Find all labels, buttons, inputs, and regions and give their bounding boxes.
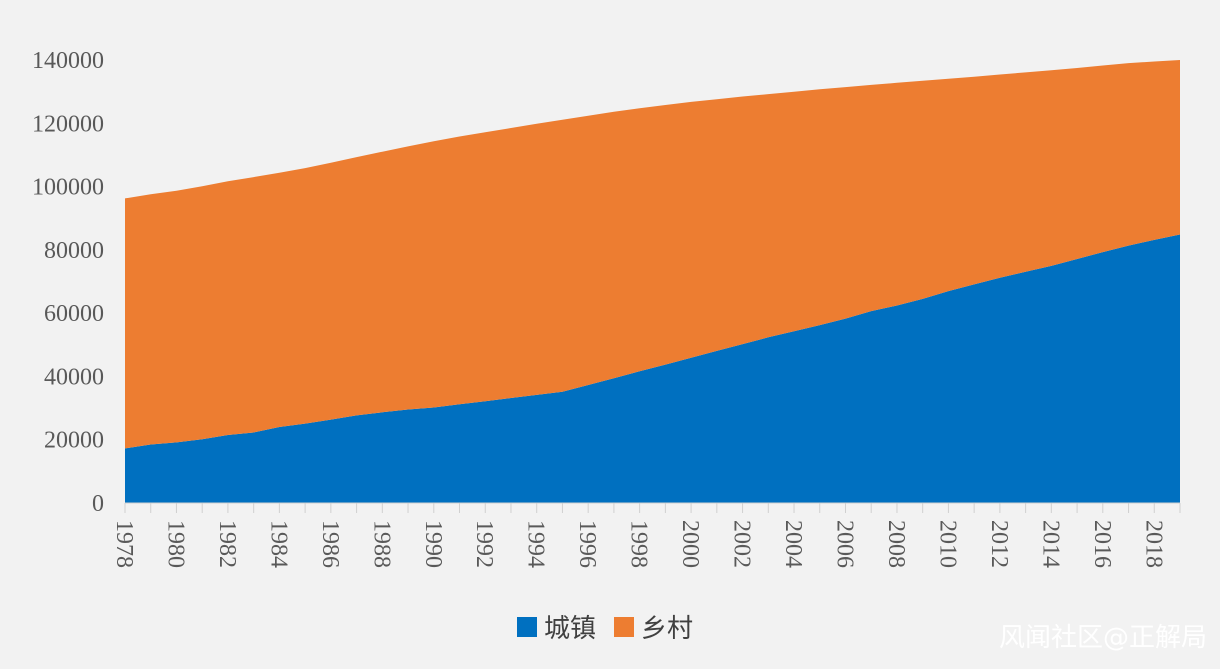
x-tick-label: 1978 bbox=[111, 520, 137, 568]
y-tick-label: 80000 bbox=[44, 238, 104, 264]
x-tick-label: 1988 bbox=[368, 520, 394, 568]
legend-label-rural: 乡村 bbox=[641, 614, 693, 644]
plot-areas bbox=[125, 60, 1180, 503]
x-tick-label: 1984 bbox=[265, 520, 291, 568]
y-tick-label: 20000 bbox=[44, 428, 104, 454]
y-tick-label: 120000 bbox=[32, 111, 104, 137]
x-tick-label: 2014 bbox=[1037, 520, 1063, 568]
x-tick-label: 2018 bbox=[1140, 520, 1166, 568]
x-tick-label: 1986 bbox=[317, 520, 343, 568]
y-tick-label: 140000 bbox=[32, 48, 104, 74]
x-tick-label: 1990 bbox=[420, 520, 446, 568]
x-tick-label: 1980 bbox=[162, 520, 188, 568]
x-tick-label: 2000 bbox=[677, 520, 703, 568]
y-tick-label: 60000 bbox=[44, 301, 104, 327]
axes bbox=[124, 502, 1181, 513]
legend-swatch-rural bbox=[614, 617, 634, 637]
legend-label-urban: 城镇 bbox=[544, 614, 596, 644]
x-tick-label: 1996 bbox=[574, 520, 600, 568]
x-tick-label: 2016 bbox=[1089, 520, 1115, 568]
legend: 城镇 乡村 bbox=[517, 614, 693, 644]
legend-swatch-urban bbox=[517, 617, 537, 637]
x-tick-label: 2008 bbox=[883, 520, 909, 568]
x-tick-label: 2002 bbox=[729, 520, 755, 568]
x-tick-label: 1992 bbox=[471, 520, 497, 568]
x-tick-label: 2006 bbox=[831, 520, 857, 568]
x-tick-label: 2010 bbox=[934, 520, 960, 568]
y-tick-label: 0 bbox=[92, 491, 104, 517]
area-series-1 bbox=[125, 60, 1180, 449]
x-tick-label: 2004 bbox=[780, 520, 806, 568]
x-axis-labels: 1978 1980 1982 1984 1986 1988 1990 1992 1994 1996… bbox=[111, 520, 1166, 568]
x-tick-label: 1994 bbox=[523, 520, 549, 568]
area-series-0 bbox=[125, 234, 1180, 503]
y-axis-labels: 0 20000 40000 60000 80000 100000 120000 140000 bbox=[32, 48, 104, 517]
y-tick-label: 100000 bbox=[32, 175, 104, 201]
y-tick-label: 40000 bbox=[44, 364, 104, 390]
watermark: 风闻社区@正解局 bbox=[999, 623, 1207, 653]
x-tick-label: 1998 bbox=[626, 520, 652, 568]
x-tick-label: 1982 bbox=[214, 520, 240, 568]
x-tick-label: 2012 bbox=[986, 520, 1012, 568]
